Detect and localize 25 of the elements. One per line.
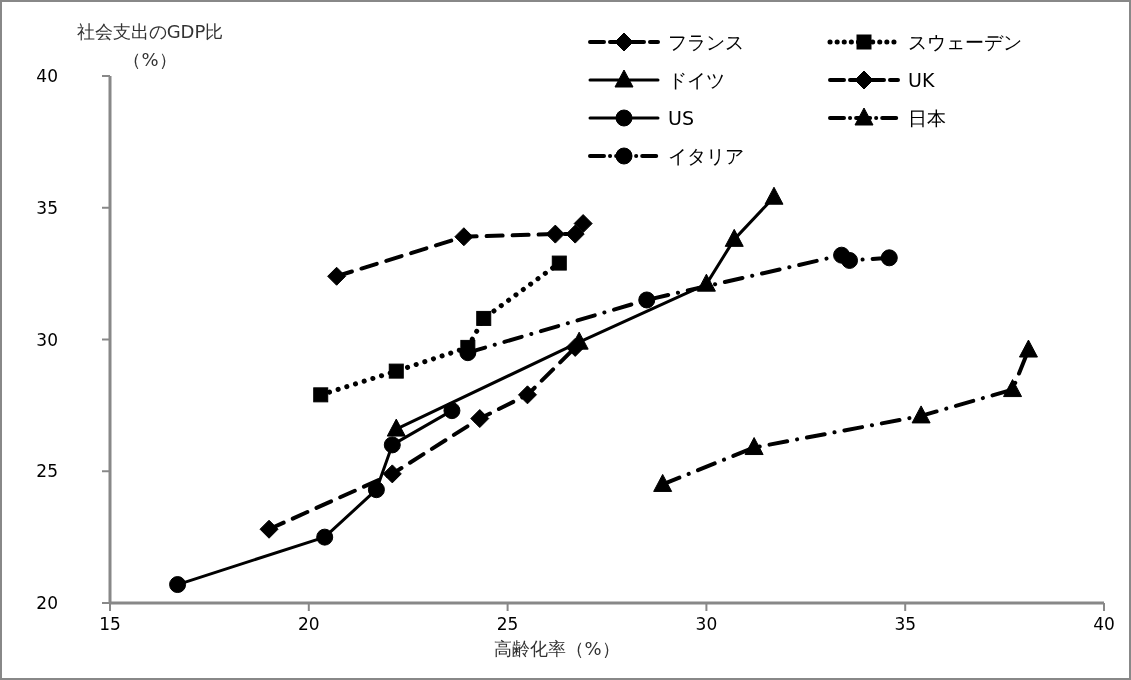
x-tick-label: 40 [1093, 614, 1115, 634]
y-tick-label: 30 [36, 329, 58, 350]
y-axis-title: 社会支出のGDP比（%） [76, 21, 224, 70]
y-tick-label: 25 [36, 461, 58, 482]
legend-フランス: フランス [588, 31, 744, 53]
x-tick-label: 25 [496, 614, 519, 634]
x-tick-label: 15 [99, 614, 121, 634]
legend-スウェーデン: スウェーデン [827, 31, 1022, 53]
y-tick-label: 40 [36, 66, 58, 86]
legend-イタリア: イタリア [588, 145, 744, 167]
x-tick-label: 35 [894, 614, 917, 634]
legend-日本: 日本 [828, 107, 946, 129]
x-axis-title: 高齢化率（%） [494, 638, 620, 659]
legend-label: イタリア [668, 145, 744, 167]
y-tick-label: 35 [36, 197, 58, 218]
legend-label: スウェーデン [908, 31, 1022, 53]
x-tick-label: 20 [297, 614, 320, 634]
legend-label: フランス [668, 31, 744, 53]
legend-ドイツ: ドイツ [588, 69, 725, 91]
legend-label: US [668, 107, 694, 129]
legend-label: ドイツ [668, 69, 725, 91]
legend-label: UK [908, 69, 935, 91]
y-tick-label: 20 [36, 593, 58, 613]
x-tick-label: 30 [695, 614, 718, 634]
legend-label: 日本 [908, 107, 946, 129]
